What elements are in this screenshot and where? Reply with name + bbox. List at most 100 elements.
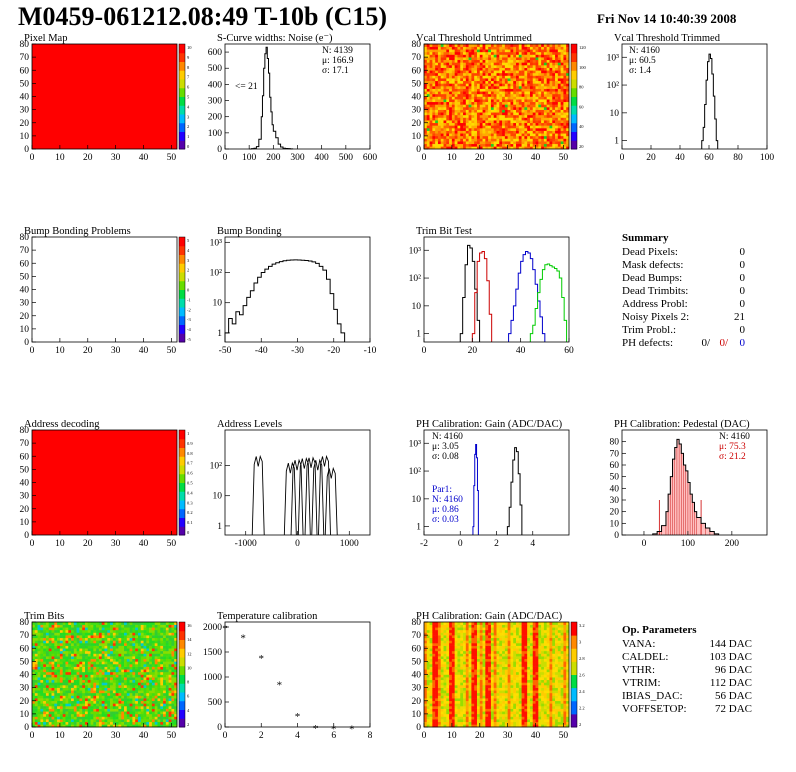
heatmap-cell — [437, 669, 442, 673]
heatmap-cell — [32, 640, 36, 644]
heatmap-cell — [71, 629, 75, 633]
heatmap-cell — [488, 120, 492, 124]
heatmap-cell — [68, 690, 72, 694]
heatmap-cell — [168, 692, 172, 696]
heatmap-cell — [513, 125, 517, 129]
heatmap-cell — [429, 666, 433, 670]
heatmap-cell — [521, 86, 525, 89]
heatmap-cell — [124, 645, 128, 649]
heatmap-cell — [154, 661, 158, 665]
heatmap-cell — [132, 622, 136, 625]
heatmap-cell — [460, 135, 464, 139]
heatmap-cell — [443, 679, 447, 683]
annotation: <= 21 — [235, 82, 258, 92]
heatmap-cell — [160, 700, 164, 704]
heatmap-cell — [51, 658, 55, 662]
heatmap-cell — [45, 643, 50, 646]
y-tick-label: 60 — [610, 461, 620, 471]
heatmap-cell — [496, 143, 500, 147]
heatmap-cell — [140, 708, 144, 712]
heatmap-cell — [527, 86, 531, 89]
heatmap-cell — [34, 721, 38, 725]
heatmap-cell — [437, 711, 442, 715]
heatmap-cell — [465, 141, 469, 145]
heatmap-cell — [541, 75, 545, 79]
heatmap-cell — [135, 721, 139, 725]
heatmap-cell — [516, 99, 520, 103]
heatmap-cell — [426, 78, 430, 82]
heatmap-cell — [493, 138, 497, 142]
heatmap-cell — [437, 91, 442, 95]
heatmap-cell — [463, 62, 467, 66]
heatmap-cell — [32, 682, 36, 686]
heatmap-cell — [143, 632, 147, 636]
heatmap-cell — [460, 46, 464, 50]
heatmap-cell — [532, 114, 536, 118]
heatmap-cell — [502, 109, 506, 113]
heatmap-cell — [160, 671, 164, 675]
heatmap-cell — [479, 107, 483, 110]
heatmap-cell — [98, 632, 103, 636]
heatmap-cell — [457, 146, 461, 150]
heatmap-cell — [121, 677, 125, 681]
heatmap-cell — [502, 75, 506, 79]
heatmap-cell — [82, 666, 86, 670]
heatmap-cell — [82, 648, 86, 652]
heatmap-cell — [34, 622, 38, 625]
heatmap-cell — [424, 86, 428, 89]
heatmap-cell — [557, 114, 561, 118]
heatmap-cell — [443, 708, 447, 712]
heatmap-cell — [446, 122, 450, 126]
heatmap-cell — [90, 629, 94, 633]
heatmap-cell — [499, 122, 503, 126]
heatmap-cell — [479, 93, 483, 97]
heatmap-cell — [124, 687, 128, 691]
heatmap-cell — [468, 141, 472, 145]
heatmap-cell — [129, 664, 133, 667]
heatmap-cell — [57, 674, 61, 678]
y-tick-label: 80 — [20, 40, 30, 50]
heatmap-cell — [507, 141, 511, 145]
heatmap-cell — [107, 716, 111, 720]
heatmap-cell — [468, 101, 472, 105]
heatmap-cell — [32, 685, 36, 688]
heatmap-cell — [45, 653, 50, 657]
heatmap-cell — [93, 669, 97, 673]
heatmap-cell — [174, 719, 178, 723]
heatmap-cell — [96, 669, 100, 673]
heatmap-cell — [502, 59, 506, 63]
heatmap-cell — [499, 130, 503, 134]
heatmap-cell — [149, 637, 153, 641]
heatmap-cell — [37, 695, 41, 699]
heatmap-cell — [432, 713, 436, 717]
heatmap-cell — [143, 622, 147, 625]
heatmap-cell — [124, 671, 128, 675]
x-tick-label: 0 — [223, 153, 228, 163]
heatmap-cell — [140, 700, 144, 704]
heatmap-cell — [513, 86, 517, 89]
heatmap-cell — [59, 627, 63, 631]
heatmap-cell — [465, 120, 469, 124]
heatmap-cell — [437, 643, 442, 646]
heatmap-cell — [437, 65, 442, 68]
heatmap-cell — [146, 648, 150, 652]
heatmap-cell — [502, 96, 506, 100]
heatmap-cell — [468, 112, 472, 116]
heatmap-cell — [432, 695, 436, 699]
heatmap-cell — [424, 57, 428, 61]
heatmap-cell — [82, 629, 86, 633]
heatmap-cell — [118, 664, 122, 667]
heatmap-cell — [168, 653, 172, 657]
heatmap-cell — [474, 75, 478, 79]
heatmap-cell — [485, 99, 489, 103]
heatmap-cell — [429, 75, 433, 79]
heatmap-cell — [76, 632, 80, 636]
heatmap-cell — [549, 143, 553, 147]
heatmap-cell — [34, 685, 38, 688]
heatmap-cell — [451, 88, 455, 92]
heatmap-cell — [126, 624, 130, 628]
heatmap-cell — [157, 624, 161, 628]
heatmap-cell — [424, 114, 428, 118]
heatmap-cell — [118, 658, 122, 662]
y-tick-label: 50 — [20, 79, 30, 89]
